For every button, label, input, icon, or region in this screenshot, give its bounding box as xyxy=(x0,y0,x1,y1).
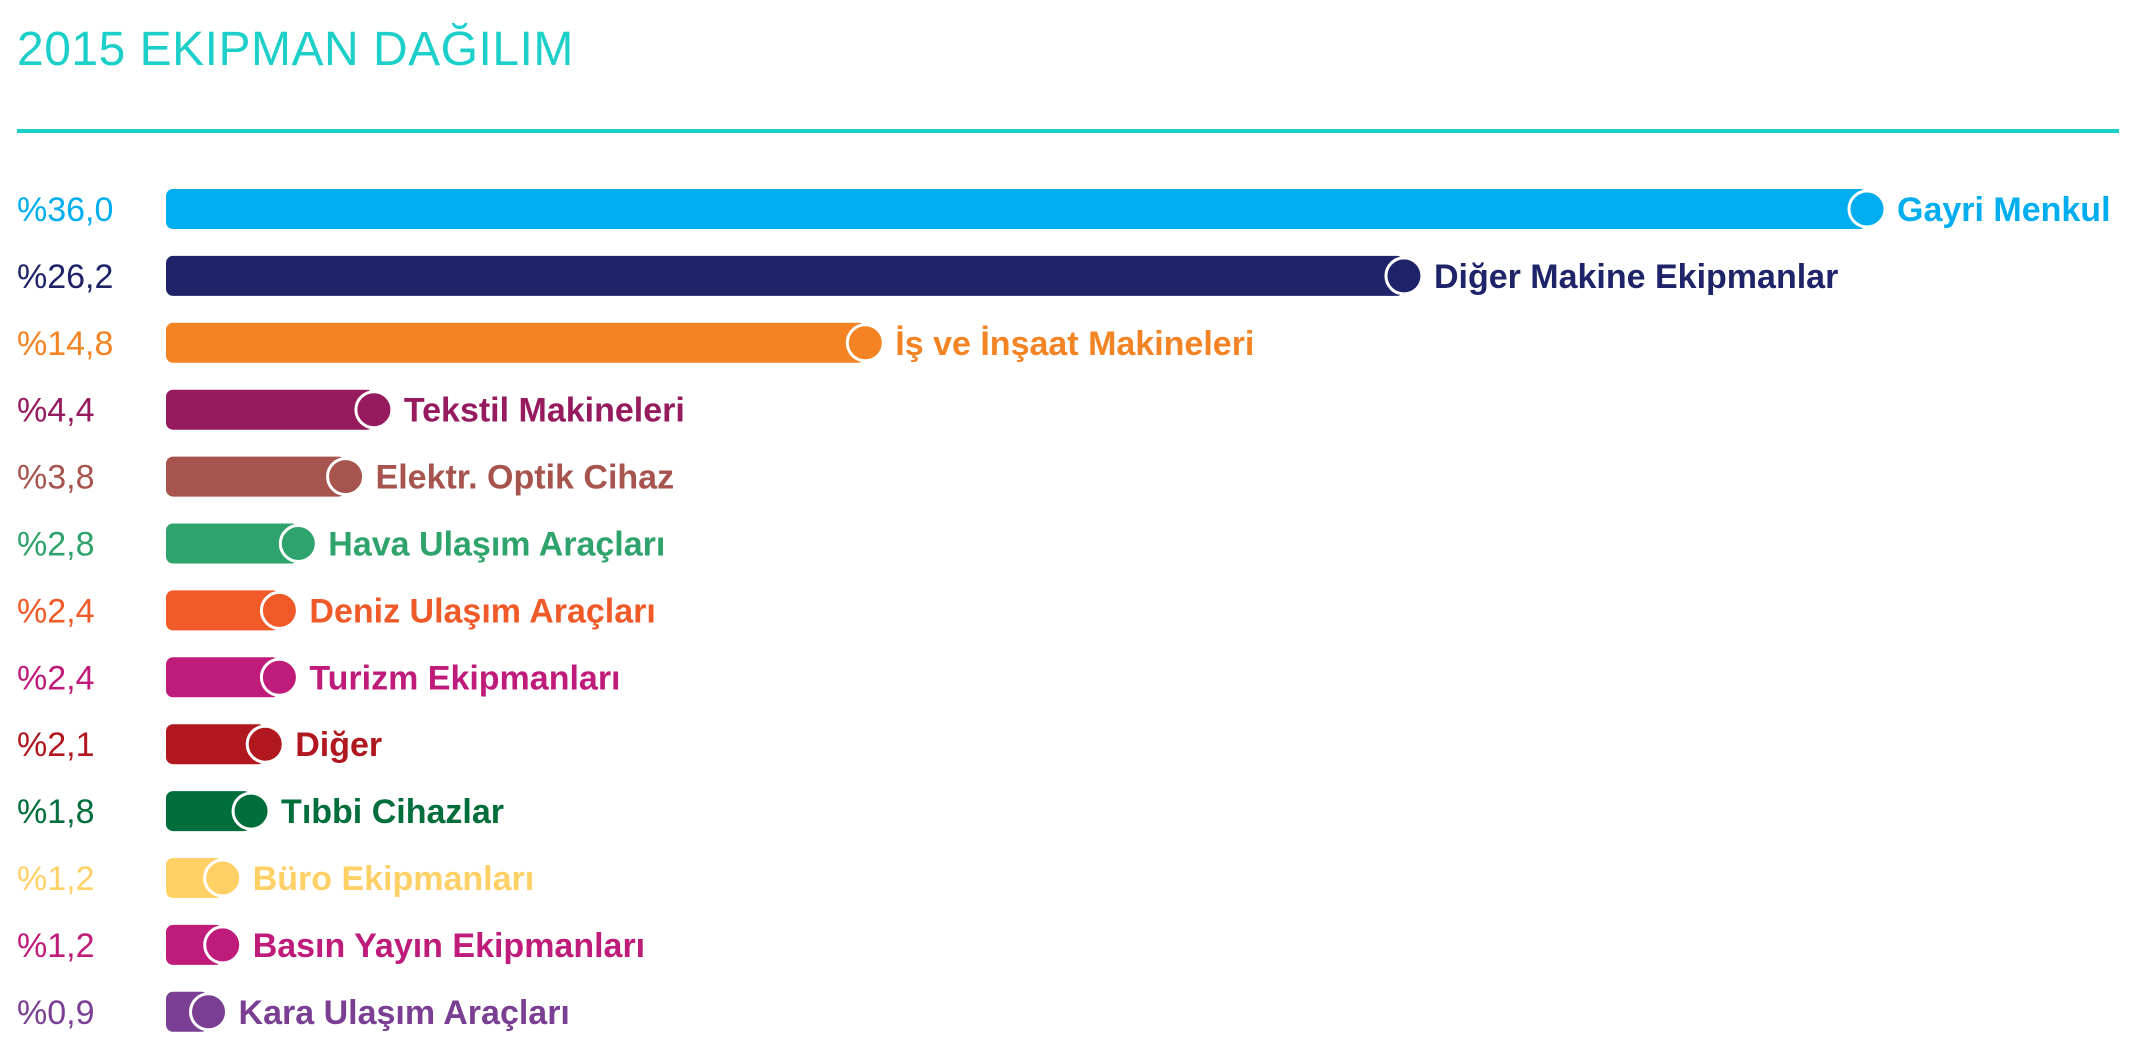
value-label: %3,8 xyxy=(17,459,95,497)
bar-end-marker xyxy=(845,323,885,363)
category-label: Diğer xyxy=(295,726,382,764)
category-label: İş ve İnşaat Makineleri xyxy=(895,325,1254,363)
value-label: %2,4 xyxy=(17,659,95,697)
bar-row: %4,4 Tekstil Makineleri xyxy=(17,389,685,430)
bar-row: %1,8 Tıbbi Cihazlar xyxy=(17,791,504,832)
bar-end-marker xyxy=(278,524,318,563)
bar-end-marker xyxy=(354,390,394,430)
bar-row: %2,8 Hava Ulaşım Araçları xyxy=(17,523,665,564)
bar xyxy=(166,590,280,631)
category-label: Elektr. Optik Cihaz xyxy=(376,459,675,497)
category-label: Büro Ekipmanları xyxy=(253,860,535,898)
category-label: Basın Yayın Ekipmanları xyxy=(253,927,645,965)
value-label: %36,0 xyxy=(17,191,113,229)
bar-end-marker xyxy=(189,992,229,1032)
category-label: Gayri Menkul xyxy=(1897,191,2111,229)
value-label: %2,4 xyxy=(17,592,95,630)
category-label: Deniz Ulaşım Araçları xyxy=(309,592,655,630)
bar xyxy=(166,523,299,564)
value-label: %0,9 xyxy=(17,994,95,1032)
value-label: %1,8 xyxy=(17,793,95,831)
chart-title: 2015 EKIPMAN DAĞILIM xyxy=(17,23,574,76)
bar xyxy=(166,657,280,698)
bar-row: %1,2 Basın Yayın Ekipmanları xyxy=(17,924,645,965)
value-label: %1,2 xyxy=(17,860,95,898)
bar xyxy=(166,322,866,363)
category-label: Tıbbi Cihazlar xyxy=(281,793,504,831)
bar-end-marker xyxy=(203,925,243,965)
value-label: %26,2 xyxy=(17,258,113,296)
bar xyxy=(166,456,346,497)
bar xyxy=(166,389,374,430)
bar-end-marker xyxy=(326,457,366,497)
value-label: %1,2 xyxy=(17,927,95,965)
bar-row: %0,9 Kara Ulaşım Araçları xyxy=(17,991,570,1032)
bar-row: %36,0 Gayri Menkul xyxy=(17,189,2111,229)
value-label: %14,8 xyxy=(17,325,113,363)
bar-row: %1,2 Büro Ekipmanları xyxy=(17,858,534,898)
bar-row: %26,2 Diğer Makine Ekipmanlar xyxy=(17,255,1838,296)
category-label: Diğer Makine Ekipmanlar xyxy=(1434,258,1838,296)
bar xyxy=(166,724,266,765)
category-label: Turizm Ekipmanları xyxy=(309,659,620,697)
bar-row: %2,4 Turizm Ekipmanları xyxy=(17,657,621,698)
value-label: %2,1 xyxy=(17,726,95,764)
category-label: Kara Ulaşım Araçları xyxy=(239,994,570,1032)
bar-end-marker xyxy=(259,657,299,697)
title-divider xyxy=(17,129,2119,133)
value-label: %4,4 xyxy=(17,392,95,430)
bar-end-marker xyxy=(259,590,299,630)
bar-end-marker xyxy=(203,858,243,898)
category-label: Hava Ulaşım Araçları xyxy=(328,526,665,564)
bar-end-marker xyxy=(231,791,271,831)
value-label: %2,8 xyxy=(17,526,95,564)
bar-end-marker xyxy=(245,724,285,764)
bar-row: %14,8 İş ve İnşaat Makineleri xyxy=(17,322,1254,363)
bar-row: %2,4 Deniz Ulaşım Araçları xyxy=(17,590,656,631)
bar-row: %3,8 Elektr. Optik Cihaz xyxy=(17,456,675,497)
category-label: Tekstil Makineleri xyxy=(404,392,685,430)
bar-end-marker xyxy=(1847,189,1887,229)
bar xyxy=(166,791,252,832)
bar-row: %2,1 Diğer xyxy=(17,724,382,765)
bar xyxy=(166,189,1867,229)
bar xyxy=(166,255,1404,296)
bar-end-marker xyxy=(1384,256,1424,296)
